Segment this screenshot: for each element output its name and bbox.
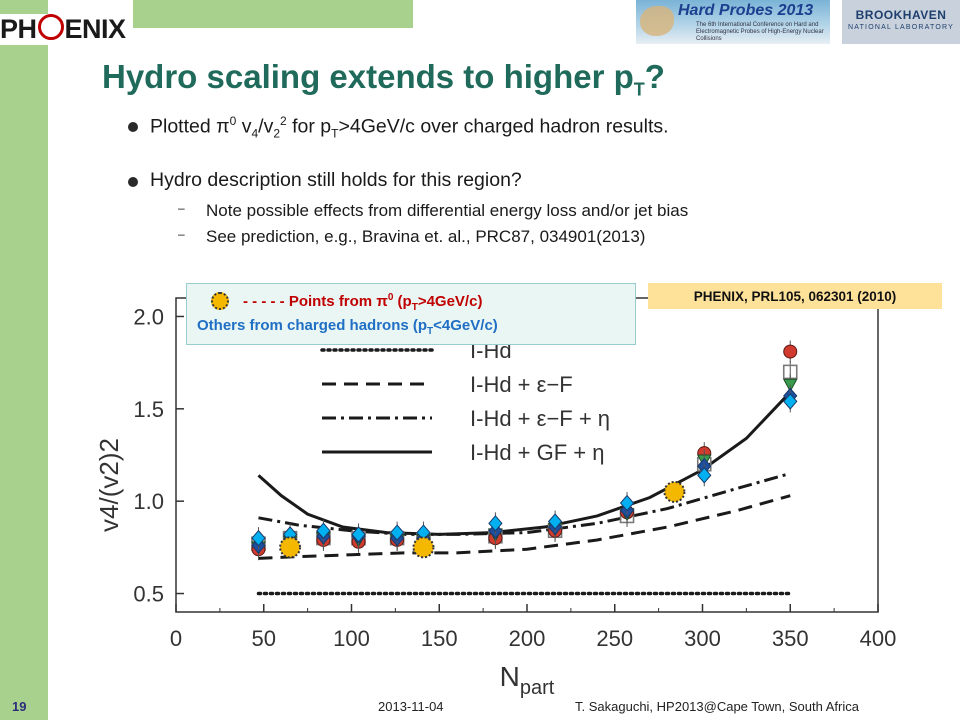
legend-model-label: I-Hd + ε−F + η bbox=[470, 406, 610, 431]
pi0-data-point bbox=[663, 480, 686, 503]
legend-model-label: I-Hd + GF + η bbox=[470, 440, 605, 465]
brookhaven-logo: BROOKHAVEN NATIONAL LABORATORY bbox=[842, 0, 960, 44]
page-number: 19 bbox=[12, 699, 27, 714]
top-accent-bar bbox=[133, 0, 413, 28]
charged-hadron-point bbox=[389, 524, 405, 541]
y-tick-label: 1.0 bbox=[133, 489, 164, 514]
y-tick-label: 1.5 bbox=[133, 397, 164, 422]
x-tick-label: 100 bbox=[333, 626, 370, 651]
y-tick-label: 2.0 bbox=[133, 304, 164, 329]
phenix-logo: PH ENIX bbox=[0, 14, 128, 45]
legend-pi0-line: - - - - - Points from π0 (pT>4GeV/c) bbox=[243, 292, 483, 313]
pi0-data-point bbox=[412, 536, 435, 559]
charged-hadron-point bbox=[619, 494, 635, 512]
pi0-data-point bbox=[279, 536, 302, 559]
legend-charged-line: Others from charged hadrons (pT<4GeV/c) bbox=[197, 317, 498, 337]
charged-hadron-point bbox=[251, 529, 266, 547]
pi0-marker-icon bbox=[211, 292, 229, 310]
x-tick-label: 50 bbox=[252, 626, 276, 651]
conference-banner-subtitle: The 6th International Conference on Hard… bbox=[696, 22, 824, 42]
bullet-hydro-description: Hydro description still holds for this r… bbox=[128, 169, 522, 191]
bullet-plotted: Plotted π0 v4/v22 for pT>4GeV/c over cha… bbox=[128, 114, 669, 141]
sub-bullet-prediction: See prediction, e.g., Bravina et. al., P… bbox=[178, 227, 645, 247]
legend-model-label: I-Hd + ε−F bbox=[470, 372, 573, 397]
x-axis-label: Npart bbox=[500, 661, 555, 699]
conference-banner: Hard Probes 2013 The 6th International C… bbox=[636, 0, 830, 44]
charged-hadron-point bbox=[783, 393, 798, 410]
left-sidebar-bar bbox=[0, 0, 48, 720]
overlay-legend: - - - - - Points from π0 (pT>4GeV/c) Oth… bbox=[186, 283, 636, 345]
x-tick-label: 150 bbox=[421, 626, 458, 651]
charged-hadron-point bbox=[351, 526, 366, 543]
sub-bullet-energy-loss: Note possible effects from differential … bbox=[178, 201, 688, 221]
model-curve bbox=[258, 494, 791, 560]
x-tick-label: 350 bbox=[772, 626, 809, 651]
x-tick-label: 400 bbox=[860, 626, 897, 651]
footer-date: 2013-11-04 bbox=[378, 699, 444, 714]
reference-box: PHENIX, PRL105, 062301 (2010) bbox=[648, 283, 942, 309]
x-tick-label: 200 bbox=[509, 626, 546, 651]
charged-hadron-point bbox=[488, 515, 503, 532]
v4-v2-chart: 0 50 100 150 200 250 300 350 400 0.5 1.0 1.5 2.0 Npar… bbox=[94, 297, 897, 699]
y-tick-label: 0.5 bbox=[133, 582, 164, 607]
x-tick-label: 300 bbox=[684, 626, 721, 651]
footer-author: T. Sakaguchi, HP2013@Cape Town, South Af… bbox=[575, 699, 859, 714]
phoenix-ring-icon bbox=[37, 14, 64, 40]
charged-hadron-point bbox=[783, 344, 798, 359]
conference-banner-title: Hard Probes 2013 bbox=[678, 2, 814, 19]
x-tick-label: 250 bbox=[596, 626, 633, 651]
y-axis-label: v4/(v2)2 bbox=[94, 438, 124, 532]
earth-graphic-icon bbox=[640, 6, 674, 36]
charged-hadron-point bbox=[697, 467, 712, 484]
x-tick-label: 0 bbox=[170, 626, 182, 651]
charged-hadron-point bbox=[547, 513, 563, 530]
charged-hadron-point bbox=[316, 522, 331, 539]
slide-title: Hydro scaling extends to higher pT? bbox=[102, 58, 665, 100]
